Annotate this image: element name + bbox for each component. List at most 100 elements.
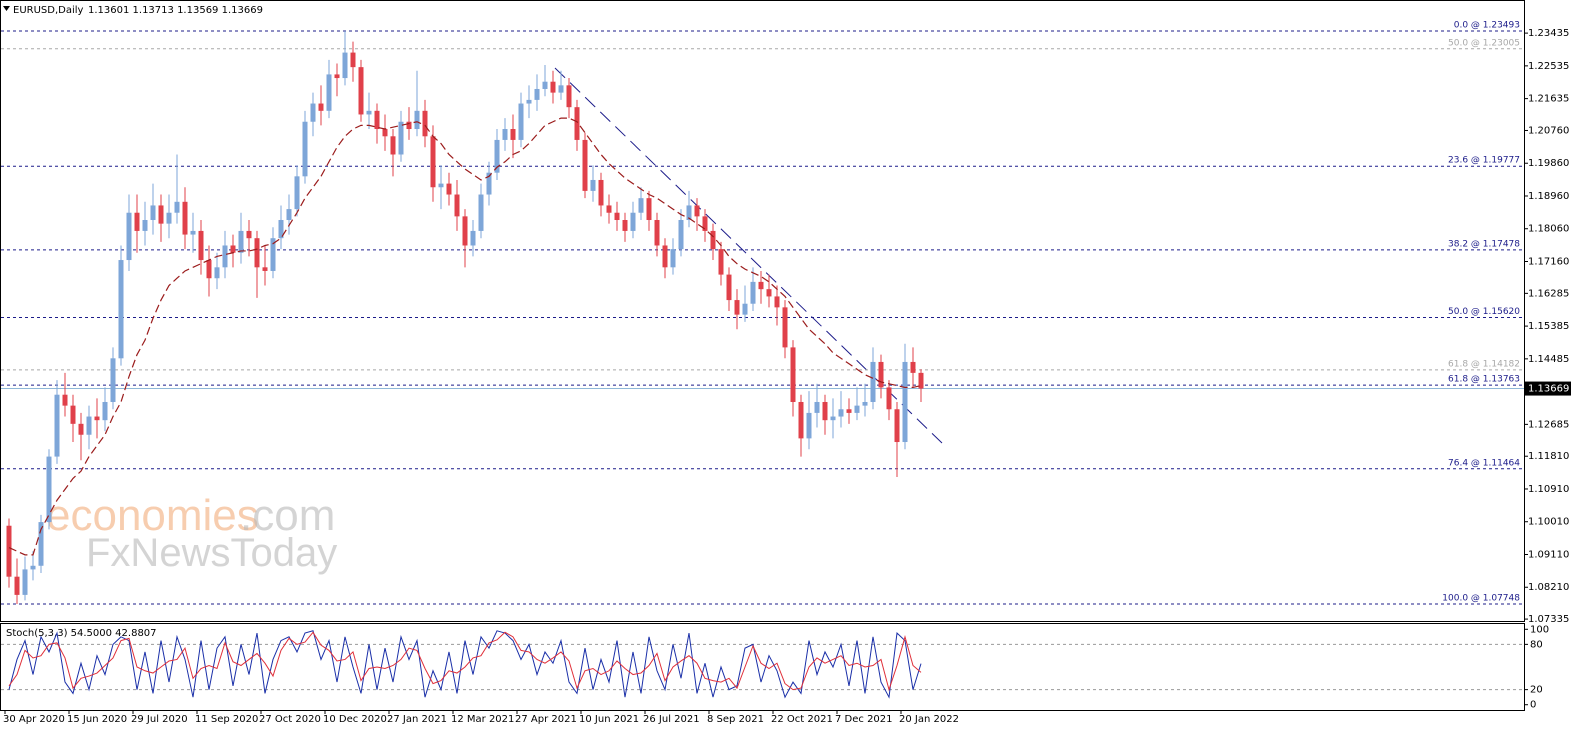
y-tick-label: 1.15385 [1528, 321, 1569, 332]
candle-body [62, 394, 68, 406]
candle-body [542, 81, 548, 89]
candle-body [366, 110, 372, 115]
last-price-tag [1525, 381, 1571, 396]
watermark-text: FxNewsToday [86, 531, 337, 575]
candle-body [238, 230, 244, 253]
y-tick-label: 0 [1530, 700, 1536, 711]
x-tick-label: 26 Jul 2021 [643, 714, 700, 725]
candle-body [702, 216, 708, 231]
y-tick-label: 1.17160 [1528, 256, 1569, 267]
x-tick-label: 15 Jun 2020 [67, 714, 127, 725]
x-tick-label: 22 Oct 2021 [771, 714, 833, 725]
y-tick-label: 1.07335 [1528, 614, 1569, 625]
stoch-panel [0, 623, 1525, 711]
candle-body [230, 245, 236, 253]
y-tick-label: 1.08210 [1528, 582, 1569, 593]
candle-body [510, 129, 516, 140]
x-tick-label: 27 Jan 2021 [387, 714, 447, 725]
fib-level-label: 100.0 @ 1.07748 [1442, 594, 1520, 604]
candle-body [790, 347, 796, 402]
candle-body [662, 245, 668, 268]
x-tick-label: 10 Dec 2020 [323, 714, 387, 725]
candle-body [574, 107, 580, 140]
candle-body [198, 230, 204, 261]
candle-body [854, 405, 860, 413]
candle-body [646, 198, 652, 221]
x-tick-label: 8 Sep 2021 [707, 714, 764, 725]
candle-body [630, 212, 636, 231]
fib-level-label: 61.8 @ 1.13763 [1448, 375, 1520, 385]
candle-body [30, 565, 36, 570]
candle-body [446, 183, 452, 195]
candle-body [278, 220, 284, 239]
candle-body [174, 201, 180, 213]
candle-body [94, 416, 100, 421]
watermark: economies .com FxNewsToday [46, 491, 337, 575]
x-tick-label: 10 Jun 2021 [579, 714, 639, 725]
candle-body [518, 103, 524, 140]
y-tick-label: 1.11810 [1528, 451, 1569, 462]
candle-body [398, 121, 404, 155]
candle-body [158, 205, 164, 224]
candle-body [622, 220, 628, 231]
candle-body [878, 361, 884, 388]
candle-body [414, 110, 420, 130]
candle-body [302, 121, 308, 177]
candle-body [222, 245, 228, 268]
candle-body [718, 249, 724, 275]
candle-body [438, 183, 444, 188]
candle-body [358, 67, 364, 115]
candle-body [422, 110, 428, 137]
main-panel [0, 0, 1525, 622]
candle-body [598, 179, 604, 206]
stoch-title: Stoch(5,3,3) 54.5000 42.8807 [6, 628, 157, 639]
candle-body [150, 205, 156, 221]
stoch-line [8, 631, 922, 692]
x-tick-label: 29 Jul 2020 [131, 714, 188, 725]
x-tick-label: 30 Apr 2020 [3, 714, 65, 725]
candle-body [902, 361, 908, 443]
candle-body [558, 85, 564, 93]
candle-body [710, 230, 716, 250]
candle-body [46, 456, 52, 523]
y-tick-label: 100 [1530, 624, 1549, 635]
candle-body [550, 81, 556, 93]
candle-body [774, 296, 780, 308]
candle-body [118, 260, 124, 359]
candle-body [606, 205, 612, 213]
last-price-label: 1.13669 [1528, 384, 1569, 395]
candle-body [246, 230, 252, 239]
candle-body [822, 401, 828, 421]
candle-body [22, 569, 28, 595]
candle-body [310, 103, 316, 122]
fib-level-label: 61.8 @ 1.14182 [1448, 359, 1520, 369]
candle-body [454, 194, 460, 217]
candle-body [78, 423, 84, 435]
x-tick-label: 20 Jan 2022 [899, 714, 959, 725]
candle-body [846, 409, 852, 413]
candle-body [918, 372, 924, 389]
candle-body [38, 522, 44, 566]
candle-body [350, 52, 356, 68]
candle-body [470, 230, 476, 246]
moving-average [8, 117, 922, 556]
candle-body [478, 194, 484, 231]
candle-body [862, 401, 868, 406]
candle-body [126, 212, 132, 261]
y-tick-label: 1.09110 [1528, 549, 1569, 560]
candle-body [70, 405, 76, 424]
candle-body [390, 136, 396, 155]
x-tick-label: 11 Sep 2020 [195, 714, 258, 725]
x-tick-label: 12 Mar 2021 [451, 714, 514, 725]
candle-body [110, 358, 116, 402]
candle-body [838, 409, 844, 417]
fib-level-label: 0.0 @ 1.23493 [1454, 21, 1520, 31]
candle-body [566, 85, 572, 108]
y-tick-label: 1.21635 [1528, 94, 1569, 105]
candle-body [166, 212, 172, 224]
candle-body [190, 230, 196, 235]
fib-level-label: 38.2 @ 1.17478 [1448, 239, 1520, 249]
candle-body [806, 412, 812, 439]
y-tick-label: 1.10010 [1528, 517, 1569, 528]
